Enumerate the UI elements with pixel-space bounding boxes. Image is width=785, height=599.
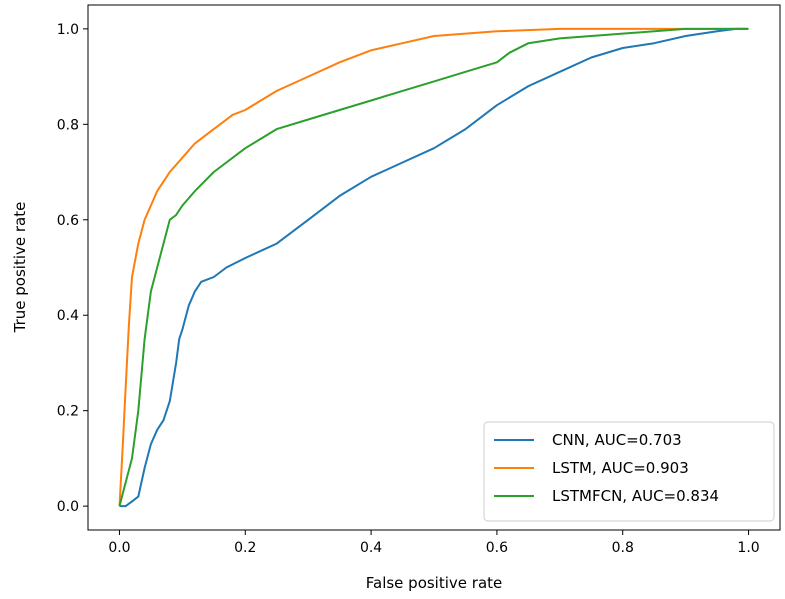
- legend-label-0: CNN, AUC=0.703: [552, 431, 682, 449]
- y-tick-label-1: 0.2: [57, 404, 79, 420]
- y-tick-label-4: 0.8: [57, 117, 79, 133]
- x-tick-label-4: 0.8: [612, 540, 634, 556]
- x-axis: 0.0 0.2 0.4 0.6 0.8 1.0: [108, 530, 760, 556]
- y-axis: 0.0 0.2 0.4 0.6 0.8 1.0: [57, 22, 88, 515]
- series-line-0: [119, 27, 749, 508]
- x-axis-label: False positive rate: [366, 574, 503, 592]
- legend-label-2: LSTMFCN, AUC=0.834: [552, 487, 719, 505]
- x-tick-label-2: 0.4: [360, 540, 382, 556]
- y-axis-label: True positive rate: [11, 202, 29, 334]
- legend-entries: CNN, AUC=0.703 LSTM, AUC=0.903 LSTMFCN, AU…: [494, 431, 719, 505]
- legend: CNN, AUC=0.703 LSTM, AUC=0.903 LSTMFCN, AU…: [483, 421, 775, 522]
- legend-label-1: LSTM, AUC=0.903: [552, 459, 689, 477]
- plot-frame: [87, 4, 781, 531]
- x-tick-label-5: 1.0: [737, 540, 759, 556]
- legend-box: [483, 421, 775, 522]
- x-tick-label-1: 0.2: [234, 540, 256, 556]
- y-tick-label-0: 0.0: [57, 499, 79, 515]
- x-tick-label-3: 0.6: [486, 540, 508, 556]
- y-tick-label-2: 0.4: [57, 308, 79, 324]
- series-layer: [118, 27, 749, 508]
- series-line-2: [118, 27, 749, 507]
- y-tick-label-3: 0.6: [57, 213, 79, 229]
- y-tick-label-5: 1.0: [57, 22, 79, 38]
- x-tick-label-0: 0.0: [108, 540, 130, 556]
- series-line-1: [118, 27, 749, 507]
